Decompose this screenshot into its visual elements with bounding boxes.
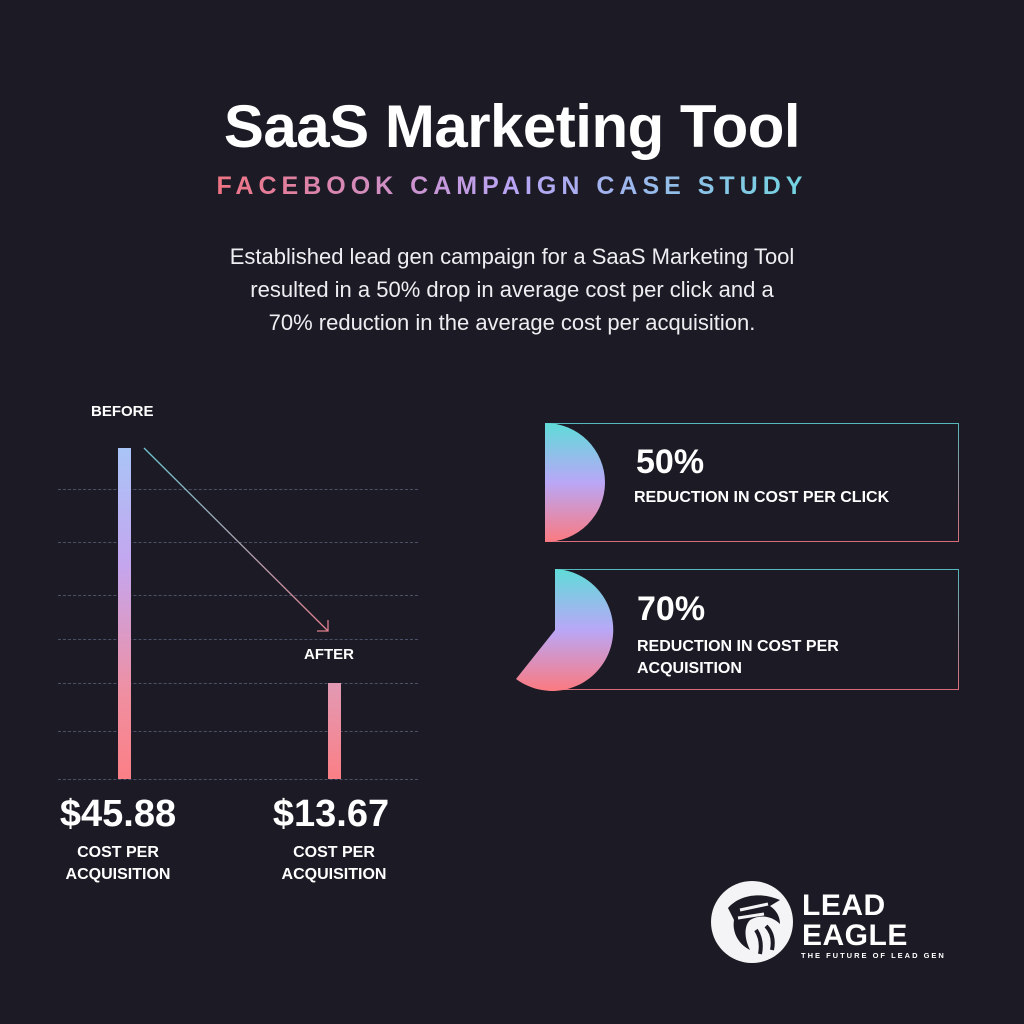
after-caption: COST PER ACQUISITION bbox=[281, 844, 387, 883]
description-line: Established lead gen campaign for a SaaS… bbox=[229, 244, 795, 269]
before-caption: COST PER ACQUISITION bbox=[65, 844, 171, 883]
description-line: resulted in a 50% drop in average cost p… bbox=[250, 277, 774, 302]
stat-caption-cpc: REDUCTION IN COST PER CLICK bbox=[634, 489, 890, 506]
eagle-icon bbox=[711, 881, 793, 963]
page-title: SaaS Marketing Tool bbox=[223, 93, 801, 160]
logo-tagline: THE FUTURE OF LEAD GEN bbox=[801, 951, 946, 960]
stat-percent-cpc: 50% bbox=[636, 443, 705, 481]
description-line: 70% reduction in the average cost per ac… bbox=[268, 310, 756, 335]
after-value: $13.67 bbox=[272, 793, 390, 835]
gridline bbox=[58, 731, 418, 732]
gridline bbox=[58, 595, 418, 596]
trend-arrow-icon bbox=[143, 447, 329, 632]
stat-card-cpa bbox=[555, 569, 959, 690]
pie-70-icon bbox=[516, 569, 614, 691]
before-bar bbox=[118, 448, 131, 779]
after-bar bbox=[328, 683, 341, 779]
stat-card-cpc bbox=[545, 423, 959, 542]
before-label: BEFORE bbox=[91, 403, 154, 420]
logo-line2: EAGLE bbox=[802, 919, 908, 952]
stat-percent-cpa: 70% bbox=[637, 590, 706, 628]
gridline-baseline bbox=[58, 779, 418, 780]
pie-50-icon bbox=[545, 423, 605, 542]
page-subtitle: FACEBOOK CAMPAIGN CASE STUDY bbox=[0, 172, 1024, 201]
logo-line1: LEAD bbox=[802, 889, 886, 922]
gridline bbox=[58, 683, 418, 684]
gridline bbox=[58, 639, 418, 640]
gridline bbox=[58, 542, 418, 543]
before-value: $45.88 bbox=[59, 793, 177, 835]
description: Established lead gen campaign for a SaaS… bbox=[150, 240, 874, 339]
stat-caption-cpa: REDUCTION IN COST PER ACQUISITION bbox=[637, 638, 839, 677]
after-label: AFTER bbox=[304, 646, 354, 663]
gridline bbox=[58, 489, 418, 490]
